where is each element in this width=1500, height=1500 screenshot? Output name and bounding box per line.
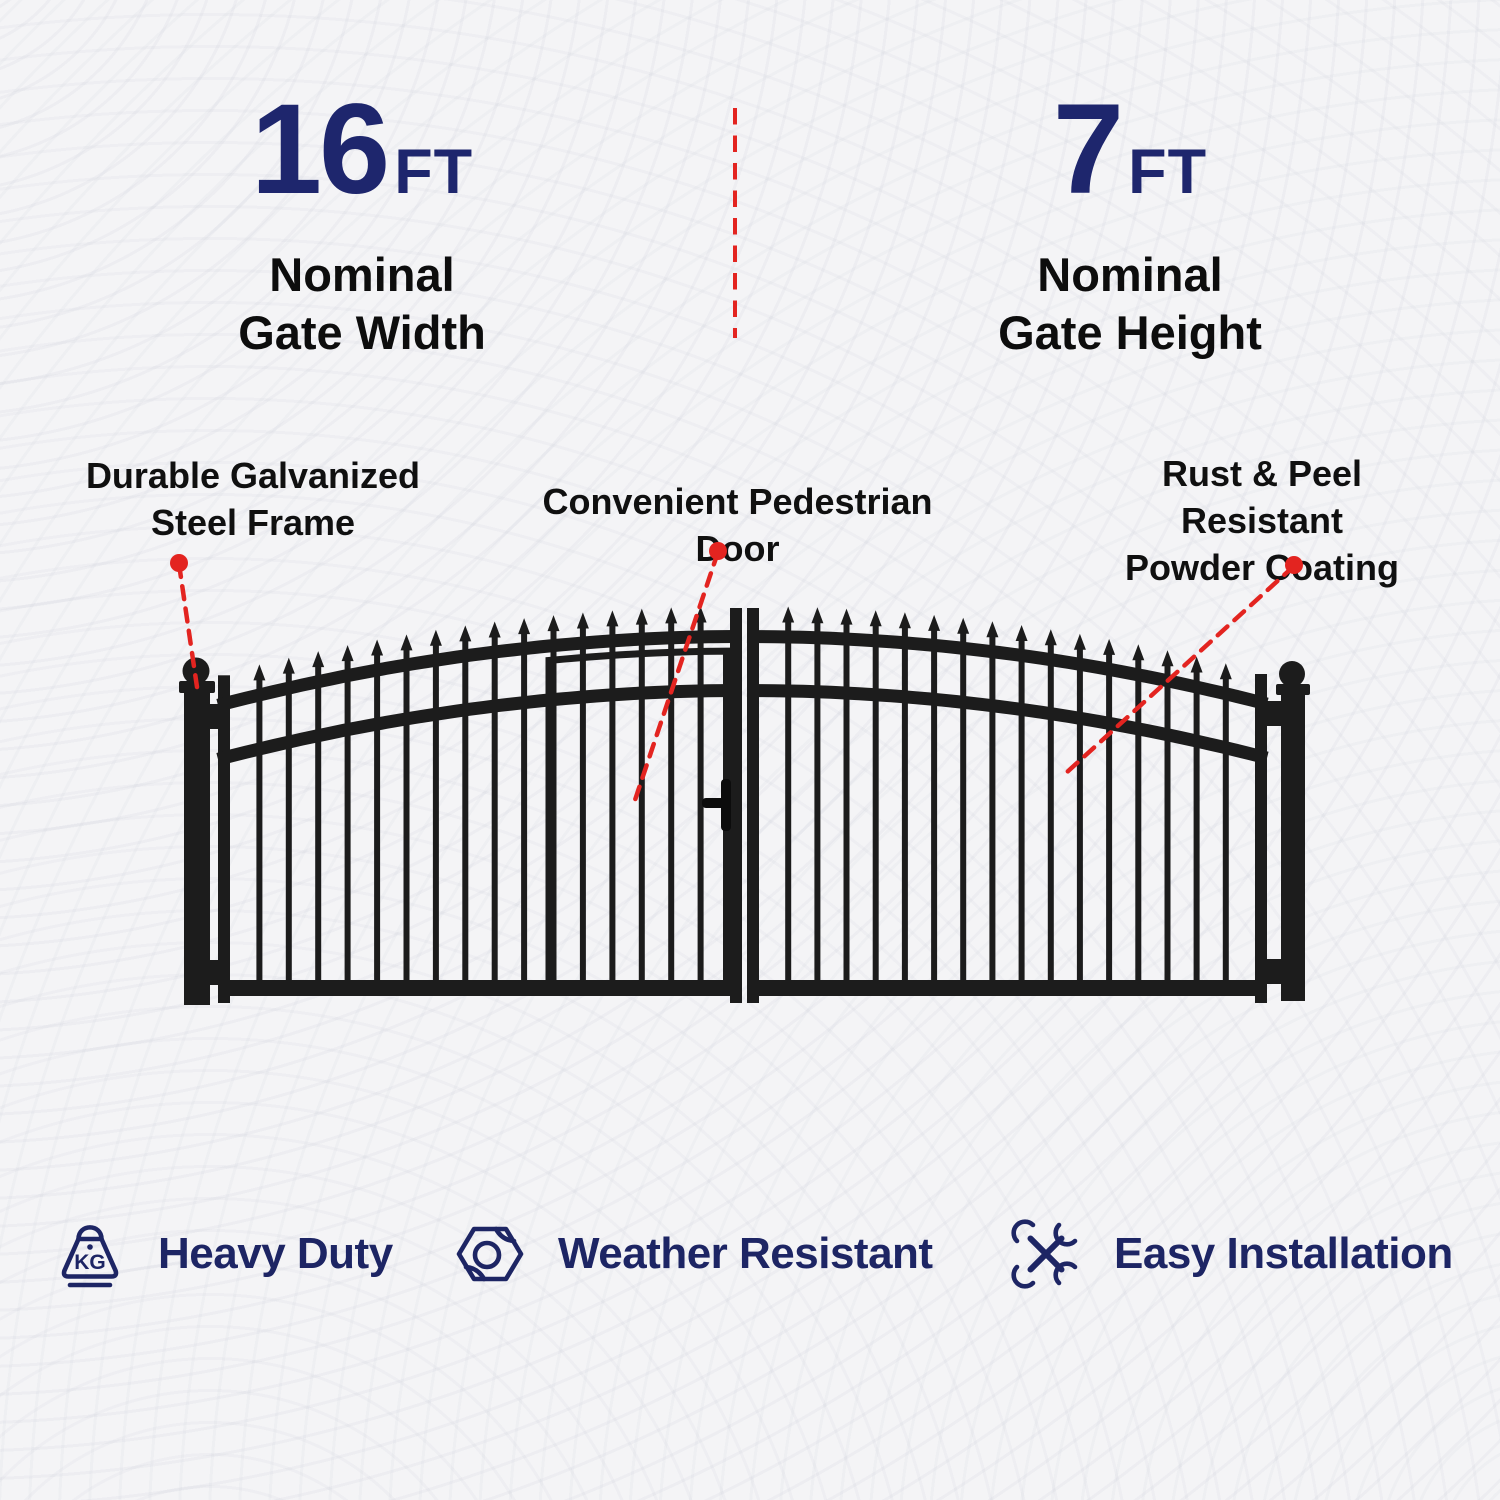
callout-powder-coating-line2: Powder Coating [1124,547,1399,588]
gate-width-number: 16 [250,78,390,221]
gate-height-unit: FT [1128,137,1208,207]
feature-weather-resistant: Weather Resistant [452,1214,933,1294]
gate-height-value: 7 FT [900,86,1360,236]
svg-text:KG: KG [74,1251,106,1274]
gate-width-label: Nominal Gate Width [132,246,592,362]
gate-width-unit: FT [394,137,474,207]
crossed-tools-icon [1011,1219,1078,1289]
gate-posts [179,657,1310,1005]
gate-height-label-line1: Nominal [1037,248,1223,301]
gate-hinges [204,701,1286,985]
gate-right-leaf [746,606,1269,1003]
feature-row: KG Heavy Duty Weather Resistant [0,1214,1500,1294]
feature-easy-installation-label: Easy Installation [1114,1229,1453,1278]
feature-heavy-duty: KG Heavy Duty [52,1214,393,1294]
pedestrian-door [545,647,731,988]
feature-weather-resistant-label: Weather Resistant [558,1229,933,1278]
callout-steel-frame-line1: Durable Galvanized [85,455,421,496]
feature-easy-installation: Easy Installation [1008,1214,1453,1294]
kg-weight-icon: KG [61,1225,119,1288]
callout-powder-coating-line1: Rust & Peel Resistant [1161,453,1363,541]
gate-width-value: 16 FT [132,86,592,236]
gate-height-number: 7 [1052,78,1124,221]
callout-steel-frame-line2: Steel Frame [150,502,356,543]
hex-nut-icon [456,1226,524,1282]
feature-heavy-duty-label: Heavy Duty [158,1229,393,1278]
gate-width-label-line1: Nominal [269,248,455,301]
callout-powder-coating: Rust & Peel Resistant Powder Coating [1077,450,1447,591]
gate-left-leaf [216,606,742,1003]
callout-leader-lines [170,542,1303,809]
gate-width-label-line2: Gate Width [238,306,486,359]
gate-width-dimension: 16 FT Nominal Gate Width [132,86,592,362]
gate-height-label-line2: Gate Height [998,306,1262,359]
callout-steel-frame: Durable Galvanized Steel Frame [73,452,433,546]
gate-height-label: Nominal Gate Height [900,246,1360,362]
gate-height-dimension: 7 FT Nominal Gate Height [900,86,1360,362]
